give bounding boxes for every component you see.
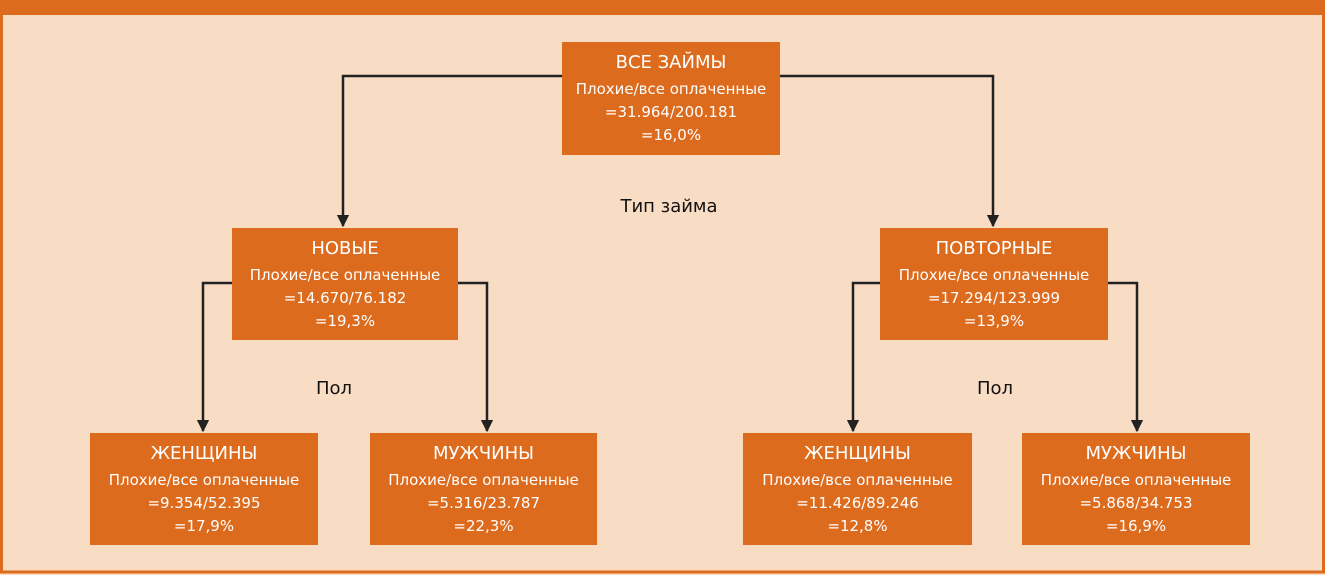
node-title: НОВЫЕ <box>311 238 378 259</box>
node: ПОВТОРНЫЕ Плохие/все оплаченные =17.294/12… <box>880 228 1108 340</box>
node-ratio: =5.316/23.787 <box>427 494 540 512</box>
node-ratio: =14.670/76.182 <box>284 289 407 307</box>
node-ratio: =17.294/123.999 <box>928 289 1060 307</box>
node-ratio: =5.868/34.753 <box>1079 494 1192 512</box>
node: МУЖЧИНЫ Плохие/все оплаченные =5.316/23.78… <box>370 433 597 545</box>
node-metric: Плохие/все оплаченные <box>576 80 767 98</box>
node-title: ЖЕНЩИНЫ <box>804 443 911 464</box>
node-box <box>90 433 318 545</box>
node: ЖЕНЩИНЫ Плохие/все оплаченные =9.354/52.39… <box>90 433 318 545</box>
node-percent: =17,9% <box>174 517 234 535</box>
node-metric: Плохие/все оплаченные <box>388 471 579 489</box>
node-ratio: =31.964/200.181 <box>605 103 737 121</box>
node-box <box>232 228 458 340</box>
connector <box>458 281 494 433</box>
connector <box>846 281 880 433</box>
node: ЖЕНЩИНЫ Плохие/все оплаченные =11.426/89.2… <box>743 433 972 545</box>
node-box <box>370 433 597 545</box>
node-title: ЖЕНЩИНЫ <box>151 443 258 464</box>
split-label: Пол <box>977 378 1013 399</box>
node-percent: =16,0% <box>641 126 701 144</box>
node-title: МУЖЧИНЫ <box>1085 443 1186 464</box>
node-metric: Плохие/все оплаченные <box>899 266 1090 284</box>
connector <box>780 74 1000 228</box>
header-band <box>0 0 1325 15</box>
node: МУЖЧИНЫ Плохие/все оплаченные =5.868/34.75… <box>1022 433 1250 545</box>
node-ratio: =9.354/52.395 <box>147 494 260 512</box>
node-percent: =22,3% <box>453 517 513 535</box>
node-percent: =12,8% <box>827 517 887 535</box>
node-title: ПОВТОРНЫЕ <box>936 238 1053 259</box>
node-metric: Плохие/все оплаченные <box>1041 471 1232 489</box>
node-box <box>743 433 972 545</box>
nodes: ВСЕ ЗАЙМЫ Плохие/все оплаченные =31.964/20… <box>90 42 1250 545</box>
node-metric: Плохие/все оплаченные <box>109 471 300 489</box>
split-label: Тип займа <box>619 196 717 217</box>
node-metric: Плохие/все оплаченные <box>250 266 441 284</box>
node-title: ВСЕ ЗАЙМЫ <box>616 51 727 73</box>
node-ratio: =11.426/89.246 <box>796 494 919 512</box>
connectors <box>196 74 1144 433</box>
node: НОВЫЕ Плохие/все оплаченные =14.670/76.182… <box>232 228 458 340</box>
connector <box>196 281 232 433</box>
node-box <box>562 42 780 155</box>
node-percent: =19,3% <box>315 312 375 330</box>
node-box <box>880 228 1108 340</box>
split-label: Пол <box>316 378 352 399</box>
node-box <box>1022 433 1250 545</box>
connector <box>1108 281 1144 433</box>
node-title: МУЖЧИНЫ <box>433 443 534 464</box>
node-metric: Плохие/все оплаченные <box>762 471 953 489</box>
node-percent: =13,9% <box>964 312 1024 330</box>
node-percent: =16,9% <box>1106 517 1166 535</box>
node: ВСЕ ЗАЙМЫ Плохие/все оплаченные =31.964/20… <box>562 42 780 155</box>
connector <box>336 74 562 228</box>
